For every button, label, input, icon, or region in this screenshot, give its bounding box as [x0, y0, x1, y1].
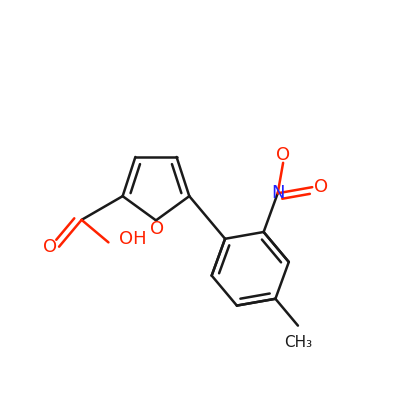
Text: O: O: [276, 146, 290, 164]
Text: O: O: [314, 178, 328, 196]
Text: OH: OH: [119, 230, 146, 248]
Text: N: N: [271, 184, 284, 202]
Text: O: O: [43, 238, 57, 256]
Text: CH₃: CH₃: [284, 335, 312, 350]
Text: O: O: [150, 220, 164, 238]
